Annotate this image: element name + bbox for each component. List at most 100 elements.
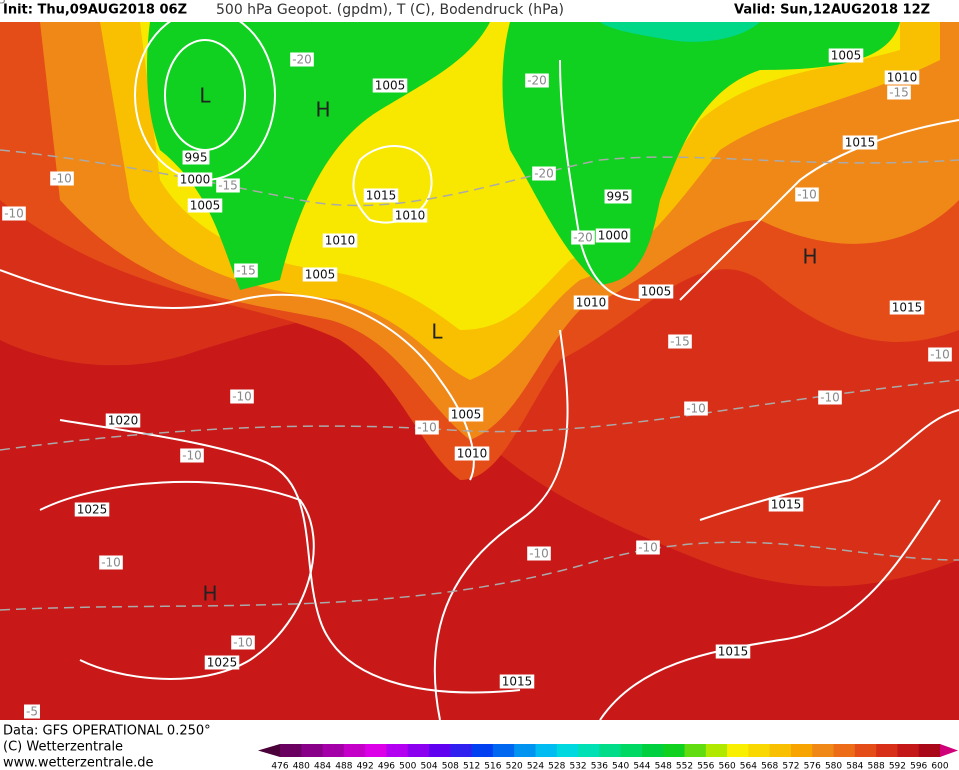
- temperature-label: -20: [527, 74, 547, 88]
- temperature-label: -10: [638, 541, 658, 555]
- isobar-label: 1015: [892, 301, 923, 315]
- temperature-label: -10: [182, 449, 202, 463]
- pressure-center: H: [315, 98, 330, 122]
- colorbar-segment: [918, 744, 941, 757]
- label-box: [636, 540, 660, 555]
- label-box: [363, 188, 399, 203]
- label-box: [204, 655, 240, 670]
- map-title: 500 hPa Geopot. (gpdm), T (C), Bodendruc…: [216, 2, 564, 18]
- temperature-label: -10: [101, 556, 121, 570]
- header-bg: [0, 0, 959, 22]
- temperature-label: -10: [686, 402, 706, 416]
- colorbar-segment: [876, 744, 898, 757]
- colorbar-segment: [854, 744, 877, 757]
- colorbar-segment: [769, 744, 792, 757]
- label-box: [290, 52, 314, 67]
- colorbar-end: [940, 744, 958, 757]
- isobar-label: 1015: [845, 136, 876, 150]
- temperature-label: -10: [797, 188, 817, 202]
- colorbar-segment: [322, 744, 345, 757]
- colorbar-label: 508: [442, 762, 459, 770]
- label-box: [24, 704, 40, 719]
- label-box: [499, 674, 535, 689]
- colorbar-label: 492: [357, 762, 374, 770]
- label-box: [668, 334, 692, 349]
- label-box: [527, 546, 551, 561]
- label-box: [454, 446, 490, 461]
- label-box: [571, 230, 595, 245]
- isobar-label: 1025: [77, 503, 108, 517]
- temperature-label: -20: [534, 167, 554, 181]
- label-box: [0, 0, 8, 7]
- colorbar-segment: [578, 744, 600, 757]
- colorbar-segment: [748, 744, 771, 757]
- colorbar-label: 532: [569, 762, 586, 770]
- colorbar-segment: [812, 744, 835, 757]
- copyright: (C) Wetterzentrale: [3, 740, 123, 755]
- colorbar-label: 516: [484, 762, 501, 770]
- colorbar-segment: [727, 744, 749, 757]
- pressure-center: H: [802, 245, 817, 269]
- colorbar-segment: [705, 744, 728, 757]
- temperature-label: -10: [52, 172, 72, 186]
- isobar-label: 1015: [718, 645, 749, 659]
- label-box: [234, 263, 258, 278]
- colorbar-segment: [684, 744, 707, 757]
- colorbar-label: 544: [633, 762, 650, 770]
- temperature-label: -10: [529, 547, 549, 561]
- colorbar-label: 520: [506, 762, 523, 770]
- colorbar-label: 560: [719, 762, 736, 770]
- colorbar-segment: [897, 744, 920, 757]
- isobar-label: 1010: [576, 296, 607, 310]
- isobar-label: 1015: [771, 498, 802, 512]
- colorbar-label: 500: [399, 762, 416, 770]
- colorbar-segment: [790, 744, 813, 757]
- colorbar-label: 540: [612, 762, 629, 770]
- colorbar-label: 576: [804, 762, 821, 770]
- label-box: [182, 150, 210, 165]
- website: www.wetterzentrale.de: [3, 756, 153, 770]
- label-box: [768, 497, 804, 512]
- label-box: [795, 187, 819, 202]
- map: [0, 9, 959, 721]
- colorbar-segment: [450, 744, 473, 757]
- colorbar-segment: [514, 744, 536, 757]
- colorbar-segment: [407, 744, 430, 757]
- colorbar-segment: [343, 744, 366, 757]
- isobar-label: 1005: [305, 268, 336, 282]
- isobar-label: 995: [607, 190, 630, 204]
- isobar-label: 1005: [190, 199, 221, 213]
- colorbar-label: 572: [782, 762, 799, 770]
- isobar-label: 1010: [887, 71, 918, 85]
- isobar-label: 1015: [366, 189, 397, 203]
- isobar-label: 1005: [375, 79, 406, 93]
- isobar-label: 1000: [180, 173, 211, 187]
- label-box: [180, 448, 204, 463]
- temperature-label: -10: [4, 207, 24, 221]
- temperature-label: -15: [670, 335, 690, 349]
- colorbar-label: 568: [761, 762, 778, 770]
- temperature-label: -10: [233, 636, 253, 650]
- colorbar-segment: [535, 744, 558, 757]
- colorbar-segment: [301, 744, 324, 757]
- label-box: [216, 178, 240, 193]
- label-box: [105, 413, 141, 428]
- label-box: [887, 85, 911, 100]
- temperature-label: -10: [820, 391, 840, 405]
- label-box: [415, 420, 439, 435]
- temperature-label: -10: [232, 390, 252, 404]
- isobar-label: 1005: [451, 408, 482, 422]
- colorbar-label: 548: [655, 762, 672, 770]
- colorbar-segment: [492, 744, 515, 757]
- label-box: [231, 635, 255, 650]
- init-time: Init: Thu,09AUG2018 06Z: [3, 3, 187, 18]
- colorbar-label: 584: [846, 762, 863, 770]
- colorbar-label: 524: [527, 762, 544, 770]
- label-box: [715, 644, 751, 659]
- label-box: [525, 73, 549, 88]
- label-box: [928, 347, 952, 362]
- temperature-label: -5: [26, 705, 38, 719]
- label-box: [573, 295, 609, 310]
- label-box: [2, 206, 26, 221]
